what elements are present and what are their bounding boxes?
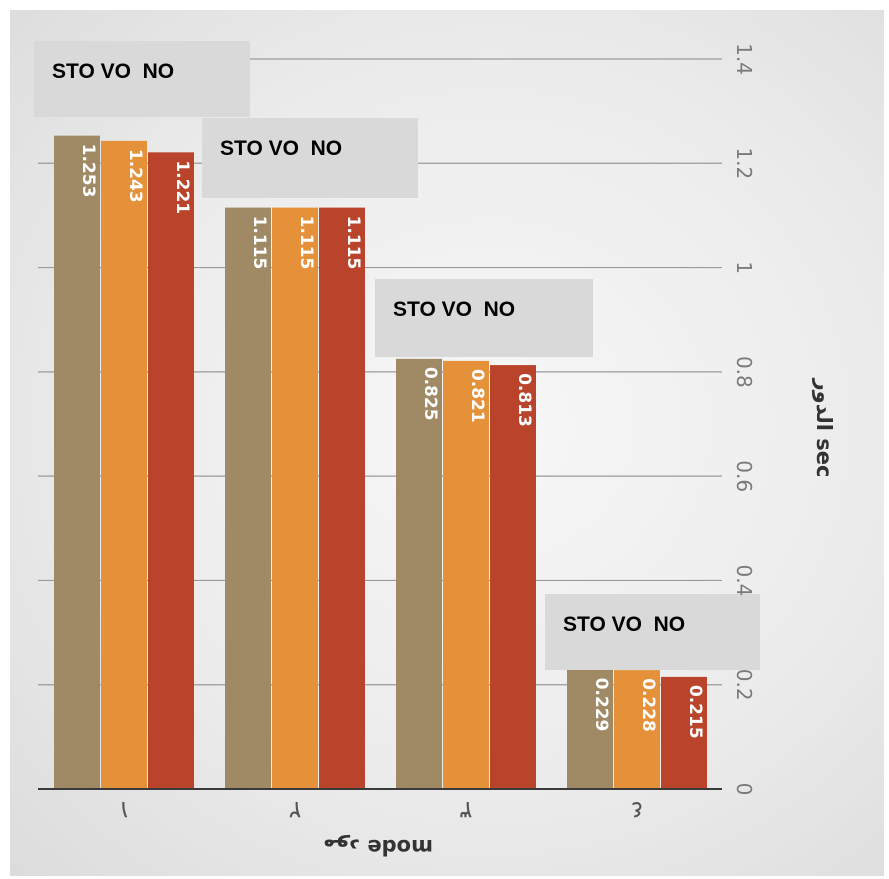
bar: [396, 358, 442, 789]
bar-value-label: 1.253: [78, 144, 98, 198]
y-tick-label: 0.6: [732, 460, 756, 492]
legend-box: [202, 118, 418, 198]
bar: [614, 670, 660, 789]
x-category-label: ٤: [631, 796, 644, 824]
bar: [661, 676, 707, 789]
bar-value-label: 0.215: [685, 685, 705, 739]
y-tick-label: 0: [732, 783, 756, 796]
legend-text: STO VO NO: [393, 298, 515, 321]
x-category-label: ١: [118, 796, 131, 824]
x-category-label: ٢: [289, 796, 302, 824]
y-tick-label: 1: [732, 261, 756, 274]
bar: [225, 207, 271, 789]
y-tick-label: 0.4: [732, 565, 756, 597]
legend-box: [545, 594, 760, 670]
bar-value-label: 0.821: [467, 369, 487, 423]
bar-layer: [54, 135, 707, 790]
bar: [443, 360, 489, 789]
legend-text: STO VO NO: [563, 613, 685, 636]
bar-value-label: 1.221: [172, 160, 192, 214]
bar: [101, 140, 147, 790]
y-tick-label: 1.4: [732, 43, 756, 75]
bar-value-label: 0.813: [514, 373, 534, 427]
bar: [490, 365, 536, 789]
legend-text: STO VO NO: [52, 60, 174, 83]
bar: [272, 207, 318, 789]
y-tick-label: 0.2: [732, 669, 756, 701]
x-axis-title: mode ﻣﻮﺩ: [323, 835, 433, 859]
bar-value-label: 0.825: [420, 367, 440, 421]
bar: [319, 207, 365, 789]
legend-box: [375, 279, 593, 357]
legend-text: STO VO NO: [220, 137, 342, 160]
y-axis-title: الدور sec: [812, 378, 836, 478]
bar-value-label: 1.243: [125, 149, 145, 203]
x-category-label: ٣: [459, 796, 472, 824]
bar-value-label: 1.115: [249, 216, 269, 270]
bar: [54, 135, 100, 789]
bar-value-label: 1.115: [296, 216, 316, 270]
y-tick-label: 0.8: [732, 356, 756, 388]
legend-layer: STO VO NO STO VO NO STO VO NO STO VO NO: [34, 41, 760, 670]
y-tick-label: 1.2: [732, 147, 756, 179]
bar-value-label: 0.229: [591, 678, 611, 732]
legend-box: [34, 41, 250, 117]
bar: [567, 669, 613, 789]
bar: [148, 152, 194, 790]
bar-value-label: 0.228: [638, 678, 658, 732]
bar-value-label: 1.115: [343, 216, 363, 270]
label-layer: 0 0.2 0.4 0.6 0.8 1 1.2 1.4 1.253 1.243 1.221 ١ 1.11…: [78, 43, 756, 824]
